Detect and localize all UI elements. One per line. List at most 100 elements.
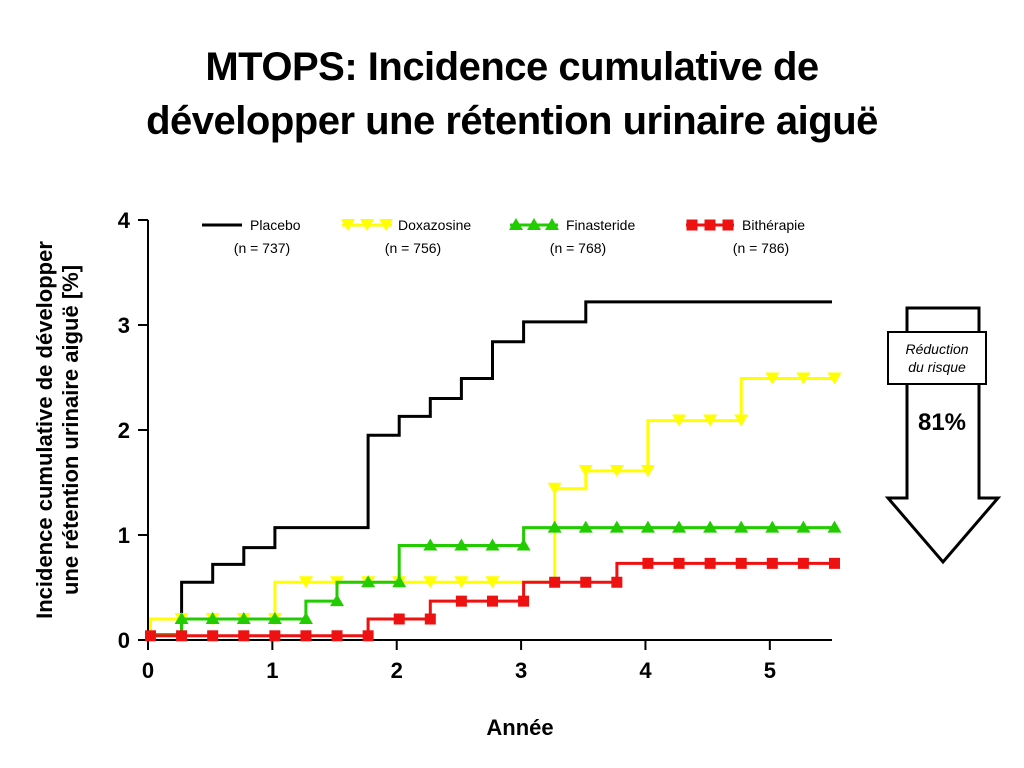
triangle-up-marker (509, 218, 523, 230)
series-line-bitherapie (148, 561, 839, 638)
x-axis-label: Année (486, 715, 553, 740)
square-marker (238, 630, 250, 642)
y-axis-label-line-2: une rétention urinaire aiguë [%] (58, 265, 83, 595)
risk-reduction-callout: Réduction du risque 81% (884, 306, 1002, 566)
triangle-up-marker (527, 218, 541, 230)
risk-reduction-label-line-1: Réduction (905, 341, 969, 357)
square-marker (176, 630, 188, 642)
triangle-down-marker (423, 576, 438, 589)
legend-item: Doxazosine (n = 756) (341, 217, 471, 256)
square-marker (424, 613, 436, 625)
triangle-down-marker (379, 219, 393, 231)
y-tick-label: 1 (118, 523, 130, 548)
triangle-down-marker (734, 414, 749, 427)
square-marker (362, 630, 374, 642)
legend-n-count: (n = 737) (234, 240, 290, 256)
x-tick-label: 1 (266, 658, 278, 683)
triangle-up-marker (672, 520, 687, 533)
square-marker (766, 557, 778, 569)
legend-item: Bithérapie (n = 786) (686, 217, 805, 256)
triangle-down-marker (360, 219, 374, 231)
legend-label: Bithérapie (742, 217, 805, 233)
square-marker (486, 595, 498, 607)
square-marker (704, 557, 716, 569)
legend-n-count: (n = 756) (385, 240, 441, 256)
triangle-up-marker (330, 594, 345, 607)
triangle-down-marker (578, 464, 593, 477)
triangle-up-marker (174, 612, 189, 624)
square-marker (828, 557, 840, 569)
square-marker (549, 576, 561, 588)
square-marker (722, 219, 734, 231)
x-tick-label: 3 (515, 658, 527, 683)
square-marker (393, 613, 405, 625)
triangle-down-marker (765, 372, 780, 385)
triangle-up-marker (205, 612, 220, 624)
legend-label: Placebo (250, 217, 301, 233)
y-tick-label: 0 (118, 628, 130, 653)
legend-n-count: (n = 768) (550, 240, 606, 256)
square-marker (455, 595, 467, 607)
y-axis-label-line-1: Incidence cumulative de développer (32, 241, 57, 619)
triangle-up-marker (765, 520, 780, 533)
triangle-up-marker (547, 520, 562, 533)
triangle-up-marker (545, 218, 559, 230)
y-axis-label: Incidence cumulative de développer une r… (32, 241, 83, 619)
square-marker (144, 630, 156, 642)
triangle-up-marker (827, 520, 842, 533)
triangle-up-marker (485, 538, 500, 551)
legend-n-count: (n = 786) (733, 240, 789, 256)
x-tick-label: 5 (764, 658, 776, 683)
triangle-down-marker (640, 464, 655, 477)
triangle-down-marker (609, 464, 624, 477)
page-title: MTOPS: Incidence cumulative de développe… (0, 40, 1024, 148)
legend-item: Finasteride (n = 768) (509, 217, 635, 256)
triangle-up-marker (609, 520, 624, 533)
triangle-down-marker (298, 576, 313, 589)
square-marker (300, 630, 312, 642)
triangle-up-marker (361, 575, 376, 588)
triangle-down-marker (485, 576, 500, 589)
square-marker (269, 630, 281, 642)
square-marker (735, 557, 747, 569)
square-marker (207, 630, 219, 642)
square-marker (331, 630, 343, 642)
y-tick-label: 4 (118, 208, 131, 233)
square-marker (704, 219, 716, 231)
title-line-2: développer une rétention urinaire aiguë (146, 99, 878, 143)
legend-label: Finasteride (566, 217, 635, 233)
triangle-down-marker (827, 372, 842, 385)
series-bitherapie (144, 557, 840, 642)
square-marker (797, 557, 809, 569)
square-marker (580, 576, 592, 588)
risk-reduction-label: Réduction du risque (887, 331, 987, 385)
triangle-up-marker (796, 520, 811, 533)
series-placebo (148, 300, 832, 637)
risk-reduction-label-line-2: du risque (908, 359, 966, 375)
series-line-placebo (148, 300, 832, 637)
risk-reduction-value: 81% (917, 409, 967, 436)
triangle-down-marker (796, 372, 811, 385)
x-tick-label: 2 (391, 658, 403, 683)
y-tick-label: 3 (118, 313, 130, 338)
chart-axes: 0 1 2 3 4 0 1 2 3 4 5 (118, 208, 832, 683)
square-marker (673, 557, 685, 569)
series-finasteride (148, 520, 842, 637)
legend-label: Doxazosine (398, 217, 471, 233)
triangle-up-marker (423, 538, 438, 551)
triangle-down-marker (547, 482, 562, 495)
legend-item: Placebo (n = 737) (202, 217, 301, 256)
triangle-down-marker (703, 414, 718, 427)
triangle-up-marker (236, 612, 251, 624)
x-tick-label: 0 (142, 658, 154, 683)
triangle-up-marker (640, 520, 655, 533)
y-tick-label: 2 (118, 418, 130, 443)
title-line-1: MTOPS: Incidence cumulative de (205, 45, 819, 89)
triangle-down-marker (454, 576, 469, 589)
triangle-up-marker (516, 538, 531, 551)
triangle-down-marker (672, 414, 687, 427)
triangle-up-marker (392, 575, 407, 588)
series-doxazosine (148, 372, 842, 637)
chart-legend: Placebo (n = 737) Doxazosine (n = 756) Finas… (202, 217, 805, 256)
